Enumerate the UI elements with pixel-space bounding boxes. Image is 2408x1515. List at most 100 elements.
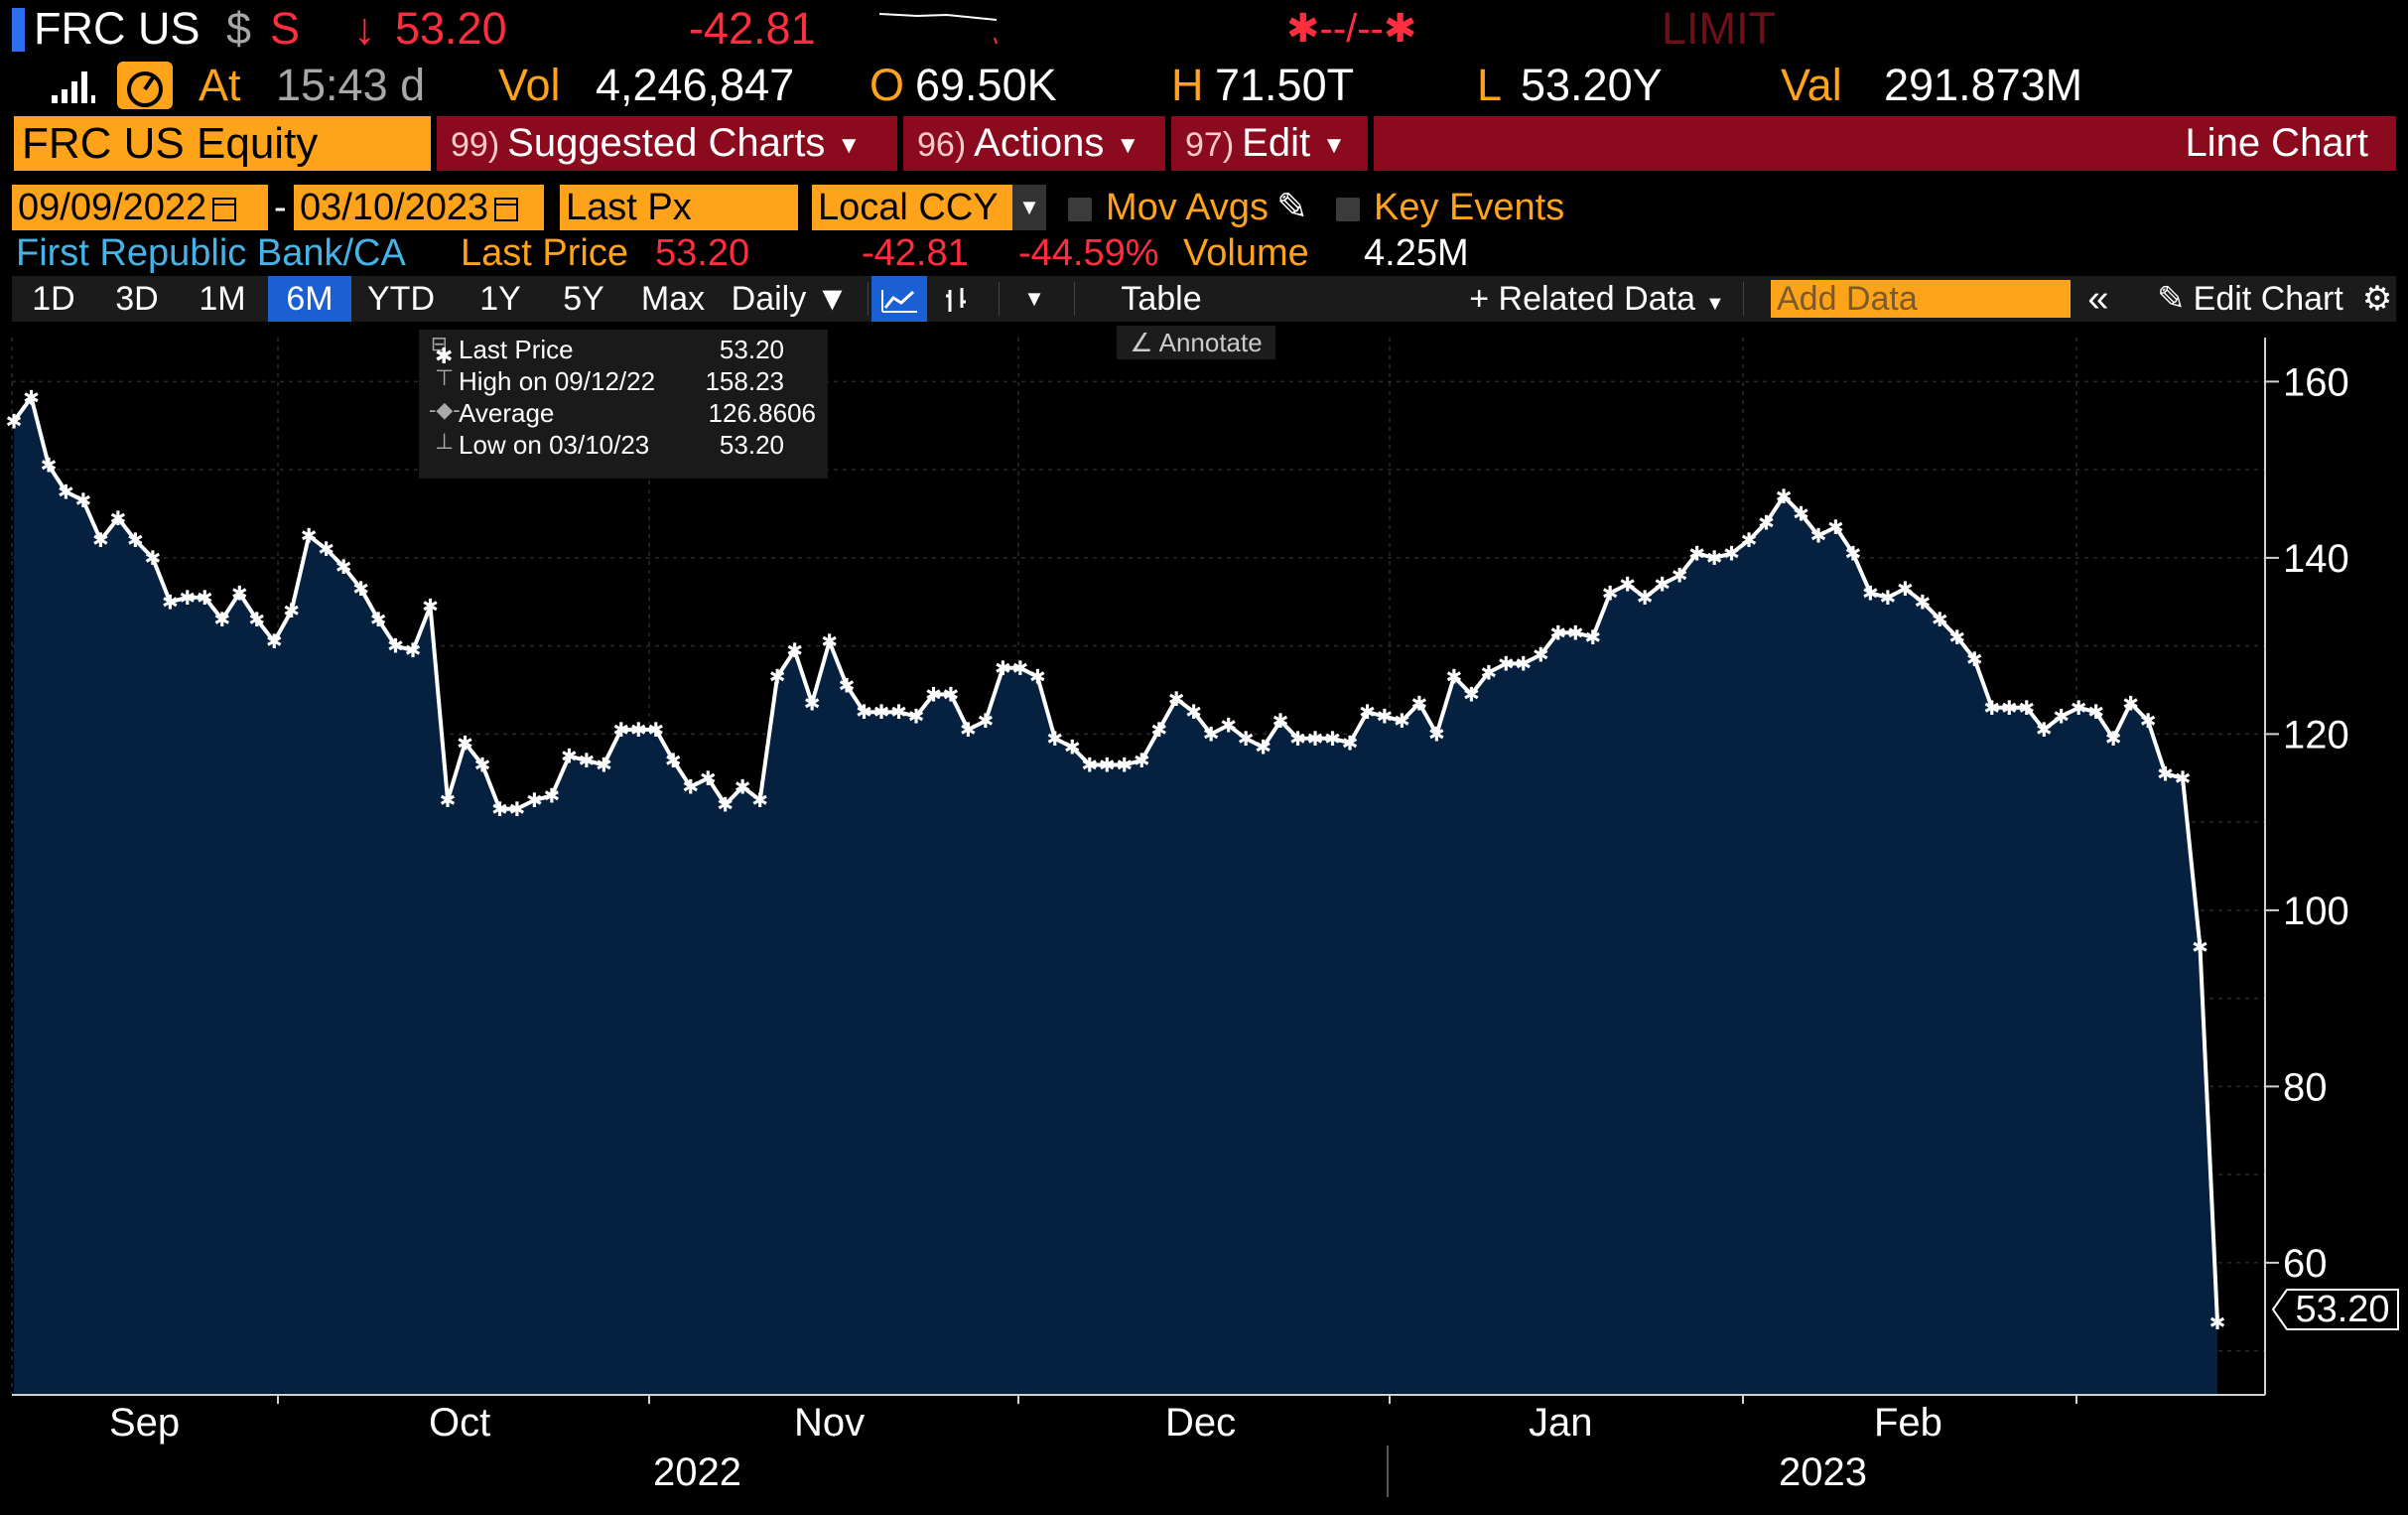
y-tick-label: 160 [2283,360,2349,404]
range-ytd[interactable]: YTD [367,280,435,318]
data-point-95: ✱ [1654,573,1671,597]
data-point-75: ✱ [1307,727,1324,751]
data-point-126: ✱ [2192,935,2208,959]
value-value: 291.873M [1884,60,2083,110]
data-point-29: ✱ [509,797,526,821]
mov-avgs-checkbox[interactable] [1068,197,1092,221]
security-input[interactable]: FRC US Equity [14,116,431,171]
ticker-label[interactable]: FRC US [34,3,201,54]
data-point-53: ✱ [925,682,942,706]
edit-chart-button[interactable]: ✎ Edit Chart [2142,276,2358,322]
bar-chart-icon[interactable] [929,276,985,322]
range-1y[interactable]: 1Y [479,280,521,318]
last-value-tag: 53.20 [2271,1289,2399,1330]
limit-label: LIMIT [1662,3,1777,54]
last-price: 53.20 [395,3,507,54]
key-events-toggle[interactable]: Key Events [1336,185,1564,230]
data-point-69: ✱ [1203,722,1220,746]
data-point-86: ✱ [1498,651,1515,675]
low-value: 53.20Y [1521,60,1663,110]
chevron-down-icon: ▼ [1012,185,1046,230]
legend-collapse-icon[interactable]: ⊟ [431,334,448,355]
data-point-120: ✱ [2087,700,2104,724]
data-point-55: ✱ [960,718,977,742]
data-point-32: ✱ [561,745,578,768]
data-point-8: ✱ [144,546,161,570]
pencil-icon[interactable]: ✎ [1276,187,1308,228]
suggested-charts-button[interactable]: 99) Suggested Charts ▼ [437,116,897,171]
speedometer-icon[interactable] [117,62,173,109]
data-point-125: ✱ [2175,766,2192,790]
chevron-down-icon: ▼ [837,131,862,159]
legend-low-value: 53.20 [719,430,784,460]
data-point-121: ✱ [2105,727,2122,751]
chevron-down-icon: ▼ [1116,131,1140,159]
currency-symbol: $ [226,3,252,54]
data-point-74: ✱ [1289,727,1306,751]
data-point-90: ✱ [1567,620,1584,644]
data-point-45: ✱ [786,638,803,662]
calendar-icon[interactable] [212,197,237,221]
security-name: First Republic Bank/CA [16,232,406,274]
annotate-button[interactable]: ∠ Annotate [1117,326,1275,359]
sparkline-icon [877,8,1006,48]
end-date-value: 03/10/2023 [300,187,489,228]
data-point-58: ✱ [1011,656,1028,680]
collapse-icon[interactable]: « [2087,278,2109,320]
data-point-52: ✱ [908,705,925,729]
chevron-down-icon: ▼ [1704,293,1725,315]
range-1d[interactable]: 1D [32,280,75,318]
open-value: 69.50K [915,60,1057,110]
data-point-56: ✱ [978,709,995,733]
add-data-input[interactable]: Add Data [1771,280,2071,318]
value-label: Val [1781,60,1842,110]
data-point-76: ✱ [1324,727,1341,751]
edit-label: Edit [1242,121,1311,165]
range-1m[interactable]: 1M [199,280,246,318]
data-point-92: ✱ [1602,581,1619,605]
legend-average-label: Average [459,398,555,428]
y-tick-label: 140 [2283,537,2349,581]
frequency-dropdown[interactable]: Daily ▼ [731,280,850,318]
data-point-10: ✱ [179,586,196,610]
edit-button[interactable]: 97) Edit ▼ [1171,116,1368,171]
end-date-field[interactable]: 03/10/2023 [294,185,544,230]
data-point-102: ✱ [1776,484,1793,508]
chart-title-bar: Line Chart [1374,116,2396,171]
related-data-button[interactable]: + Related Data ▼ [1463,276,1731,322]
mov-avgs-toggle[interactable]: Mov Avgs ✎ [1068,185,1308,230]
table-button[interactable]: Table [1121,280,1202,318]
start-date-field[interactable]: 09/09/2022 [12,185,268,230]
data-point-81: ✱ [1411,691,1428,715]
data-point-62: ✱ [1081,753,1098,776]
chart-type-dropdown[interactable]: ▼ [1023,286,1045,311]
volume-value: 4,246,847 [596,60,795,110]
data-point-26: ✱ [457,731,473,755]
currency-selector[interactable]: Local CCY ▼ [812,185,1046,230]
line-chart-icon[interactable] [871,276,927,322]
data-point-107: ✱ [1862,581,1879,605]
range-max[interactable]: Max [640,280,706,318]
legend-average-value: 126.8606 [708,398,816,428]
chevron-down-icon: ▼ [1322,131,1346,159]
data-point-80: ✱ [1394,709,1410,733]
key-events-checkbox[interactable] [1336,197,1360,221]
data-point-123: ✱ [2140,709,2157,733]
calendar-icon[interactable] [494,197,519,221]
data-point-14: ✱ [248,608,265,631]
data-point-51: ✱ [890,700,907,724]
price-area [14,397,2217,1395]
gear-icon[interactable]: ⚙ [2361,280,2393,318]
data-point-99: ✱ [1723,541,1740,565]
actions-button[interactable]: 96) Actions ▼ [903,116,1165,171]
y-tick-label: 60 [2283,1242,2328,1286]
data-point-39: ✱ [682,775,699,799]
data-point-109: ✱ [1897,577,1914,601]
field-selector[interactable]: Last Px [560,185,798,230]
data-point-11: ✱ [197,586,213,610]
range-6m[interactable]: 6M [268,276,351,322]
data-point-70: ✱ [1220,714,1237,738]
range-3d[interactable]: 3D [115,280,159,318]
data-point-84: ✱ [1463,682,1480,706]
range-5y[interactable]: 5Y [563,280,604,318]
